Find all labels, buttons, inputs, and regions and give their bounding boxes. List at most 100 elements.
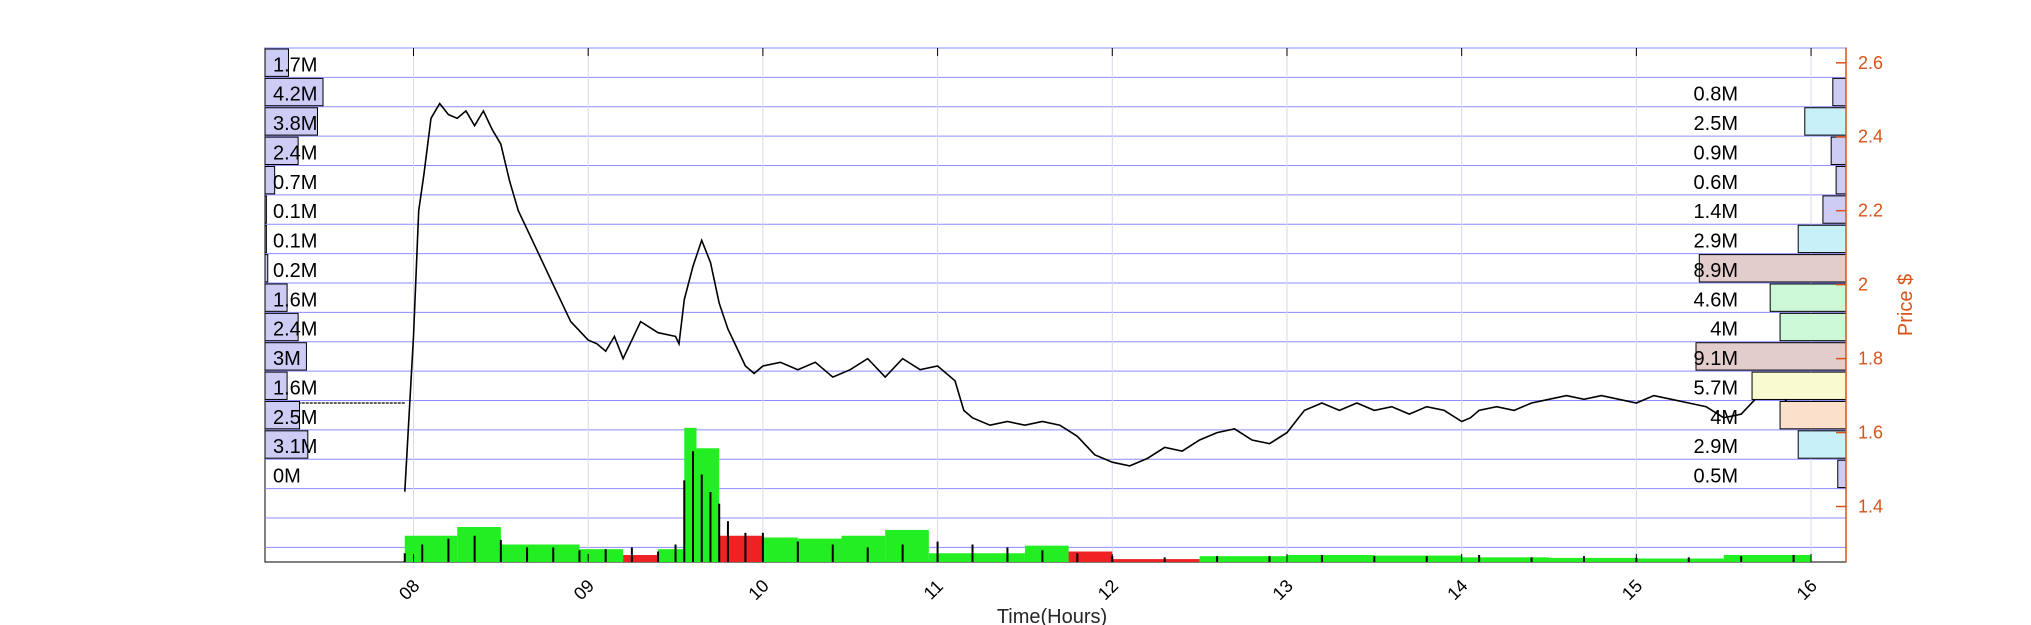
- right-profile-label: 2.5M: [1694, 113, 1738, 135]
- left-profile-bar: [264, 224, 267, 254]
- right-profile-bar: [1779, 312, 1847, 342]
- y-tick-label: 2.6: [1858, 53, 1883, 73]
- left-profile-bar: [264, 195, 267, 224]
- left-profile-bar: [264, 283, 288, 312]
- right-profile-bar: [1779, 400, 1847, 430]
- right-profile-bar: [1832, 77, 1847, 107]
- volume-block: [1374, 555, 1462, 562]
- left-profile-label: 1.6M: [273, 377, 317, 399]
- volume-block: [1024, 545, 1069, 562]
- volume-block: [885, 529, 929, 562]
- y-axis-title: Price $: [1895, 274, 1917, 336]
- right-profile-bar: [1698, 254, 1847, 283]
- volume-block: [1286, 555, 1375, 562]
- volume-block: [762, 537, 798, 562]
- right-profile-label: 2.9M: [1694, 436, 1738, 458]
- left-profile-bar: [264, 77, 324, 107]
- right-profile-bar: [1695, 342, 1847, 371]
- right-profile-label: 0.9M: [1694, 142, 1738, 164]
- left-profile-label: 4.2M: [273, 84, 317, 106]
- volume-block: [797, 538, 842, 562]
- left-profile-label: 2.5M: [273, 407, 317, 429]
- x-tick-label: 14: [1443, 576, 1471, 604]
- y-tick-label: 1.8: [1858, 349, 1883, 369]
- right-profile-bar: [1751, 371, 1847, 400]
- y-tick-label: 2.2: [1858, 201, 1883, 221]
- volume-block: [719, 535, 763, 562]
- left-profile-label: 0.1M: [273, 201, 317, 223]
- left-profile-bar: [264, 430, 309, 459]
- right-volume-profile: 0.8M 2.5M 0.9M 0.6M 1.4M 2.9M 8.9M 4.6M 4M 9.1M 5.…: [1694, 77, 1847, 489]
- right-profile-bar: [1797, 224, 1847, 254]
- volume-block: [841, 535, 886, 562]
- right-profile-bar: [1830, 136, 1847, 165]
- price-line: [404, 102, 1812, 492]
- volume-bars: [403, 427, 1812, 562]
- volume-block: [1461, 557, 1550, 562]
- right-profile-label: 4M: [1710, 407, 1738, 429]
- left-profile-label: 3.1M: [273, 436, 317, 458]
- volume-block: [928, 553, 1025, 562]
- volume-block: [658, 549, 685, 562]
- left-profile-label: 2.4M: [273, 319, 317, 341]
- y-axis-right: 1.4 1.6 1.8 2 2.2 2.4 2.6: [1836, 48, 1883, 562]
- left-profile-label: 3.8M: [273, 113, 317, 135]
- right-profile-label: 4M: [1710, 319, 1738, 341]
- volume-block: [1549, 557, 1637, 562]
- volume-block: [1199, 556, 1287, 562]
- x-tick-label: 13: [1269, 576, 1297, 604]
- right-profile-bar: [1822, 195, 1847, 224]
- left-volume-profile: 1.7M 4.2M 3.8M 2.4M 0.7M 0.1M 0.1M 0.2M 1.6M 2.4M…: [264, 48, 324, 488]
- x-tick-label: 09: [570, 576, 598, 604]
- right-profile-label: 4.6M: [1694, 289, 1738, 311]
- right-profile-label: 1.4M: [1694, 201, 1738, 223]
- x-tick-label: 10: [744, 576, 772, 604]
- right-profile-bar: [1804, 107, 1847, 136]
- right-profile-label: 2.9M: [1694, 231, 1738, 253]
- right-profile-label: 0.6M: [1694, 172, 1738, 194]
- right-profile-bar: [1797, 430, 1847, 459]
- y-tick-label: 2: [1858, 275, 1868, 295]
- volume-block: [1112, 559, 1200, 562]
- left-profile-bar: [264, 342, 307, 371]
- left-profile-label: 0M: [273, 466, 301, 488]
- left-profile-label: 0.7M: [273, 172, 317, 194]
- left-profile-bar: [264, 48, 289, 77]
- volume-block: [623, 555, 659, 562]
- left-profile-label: 1.6M: [273, 289, 317, 311]
- left-profile-bar: [264, 312, 299, 342]
- right-profile-label: 5.7M: [1694, 377, 1738, 399]
- x-axis-title: Time(Hours): [997, 606, 1107, 625]
- right-profile-label: 8.9M: [1694, 260, 1738, 282]
- left-profile-bar: [264, 107, 318, 136]
- right-profile-label: 0.5M: [1694, 466, 1738, 488]
- right-profile-label: 0.8M: [1694, 84, 1738, 106]
- volume-block: [579, 549, 624, 562]
- left-profile-bar: [264, 400, 301, 430]
- left-profile-label: 2.4M: [273, 142, 317, 164]
- left-profile-label: 1.7M: [273, 54, 317, 76]
- y-tick-label: 1.4: [1858, 497, 1883, 517]
- y-tick-label: 1.6: [1858, 423, 1883, 443]
- left-profile-bar: [264, 136, 299, 165]
- right-profile-bar: [1835, 165, 1847, 195]
- volume-block: [500, 544, 580, 562]
- right-profile-bar: [1769, 283, 1847, 312]
- x-tick-label: 16: [1793, 576, 1821, 604]
- left-profile-bar: [264, 165, 276, 195]
- right-profile-label: 9.1M: [1694, 348, 1738, 370]
- left-profile-label: 0.1M: [273, 231, 317, 253]
- volume-block: [696, 448, 720, 562]
- volume-block: [1723, 555, 1812, 562]
- x-tick-label: 12: [1094, 576, 1122, 604]
- volume-block: [457, 527, 501, 562]
- left-profile-label: 3M: [273, 348, 301, 370]
- y-tick-label: 2.4: [1858, 127, 1883, 147]
- volume-block: [684, 427, 697, 562]
- left-profile-bar: [264, 371, 288, 400]
- left-profile-bar: [264, 254, 269, 283]
- volume-block: [1068, 551, 1113, 562]
- left-profile-label: 0.2M: [273, 260, 317, 282]
- x-tick-label: 15: [1618, 576, 1646, 604]
